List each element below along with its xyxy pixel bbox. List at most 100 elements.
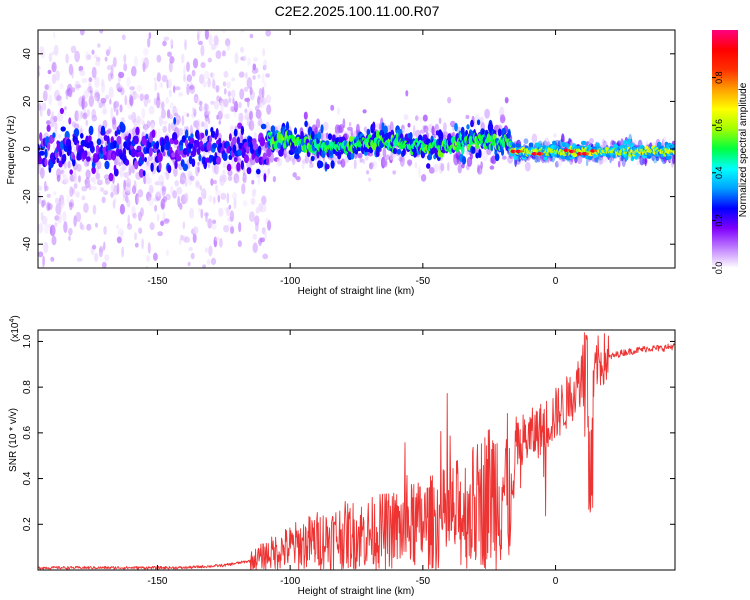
heatmap-cell: [101, 82, 106, 94]
heatmap-cell: [63, 178, 70, 184]
heatmap-cell: [210, 178, 214, 186]
heatmap-cell: [209, 135, 212, 144]
heatmap-cell: [56, 174, 61, 182]
y-tick-label: -40: [22, 237, 33, 252]
heatmap-cell: [157, 152, 163, 163]
heatmap-cell: [148, 196, 154, 206]
heatmap-cell: [126, 223, 133, 230]
heatmap-cell: [129, 86, 135, 91]
heatmap-cell: [161, 74, 168, 83]
heatmap-cell: [54, 221, 58, 228]
heatmap-peak: [515, 149, 522, 154]
snr-y-multiplier-close: ): [10, 315, 21, 318]
heatmap-cell: [141, 56, 145, 68]
heatmap-cell: [255, 109, 262, 119]
heatmap-cell: [168, 9, 173, 18]
heatmap-peak: [593, 149, 598, 153]
heatmap-cell: [330, 104, 335, 111]
heatmap-cell: [174, 86, 181, 91]
heatmap-cell: [39, 150, 45, 156]
heatmap-cell: [55, 197, 59, 204]
heatmap-cell: [62, 211, 67, 223]
heatmap-cell: [225, 207, 230, 217]
heatmap-cell: [260, 203, 267, 213]
heatmap-cell: [46, 120, 51, 126]
heatmap-cell: [262, 253, 269, 260]
heatmap-cell: [165, 170, 170, 180]
heatmap-cell: [598, 156, 604, 165]
heatmap-cell: [126, 199, 131, 208]
heatmap-cell: [96, 138, 102, 146]
heatmap-cell: [210, 43, 217, 51]
y-tick-label: 0.6: [22, 425, 33, 439]
heatmap-cell: [146, 255, 151, 262]
y-tick-label: 0: [22, 146, 33, 152]
heatmap-cell: [464, 150, 469, 157]
heatmap-cell: [371, 160, 378, 170]
heatmap-cell: [244, 108, 248, 114]
heatmap-cell: [210, 130, 216, 138]
heatmap-cell: [291, 156, 296, 163]
heatmap-cell: [184, 236, 191, 243]
heatmap-cell: [227, 175, 233, 182]
heatmap-cell: [97, 179, 103, 184]
heatmap-cell: [240, 160, 244, 171]
heatmap-cell: [252, 12, 255, 22]
heatmap-cell: [311, 162, 314, 168]
heatmap-cell: [173, 85, 176, 94]
heatmap-cell: [228, 204, 232, 210]
heatmap-cell: [470, 119, 474, 128]
heatmap-cell: [465, 114, 470, 120]
heatmap-cell: [173, 107, 179, 114]
heatmap-cell: [285, 121, 290, 132]
heatmap-cell: [65, 53, 69, 64]
heatmap-cell: [113, 168, 119, 177]
heatmap-cell: [534, 142, 541, 147]
heatmap-cell: [53, 31, 56, 39]
heatmap-cell: [57, 99, 63, 107]
heatmap-cell: [116, 236, 122, 244]
heatmap-cell: [385, 154, 391, 160]
heatmap-cell: [252, 63, 257, 71]
heatmap-cell: [587, 155, 593, 160]
heatmap-cell: [565, 142, 569, 148]
heatmap-cell: [197, 40, 203, 46]
heatmap-cell: [231, 136, 237, 145]
heatmap-cell: [184, 129, 189, 139]
heatmap-cell: [337, 106, 341, 116]
heatmap-cell: [128, 114, 133, 120]
heatmap-cell: [553, 133, 557, 138]
heatmap-cell: [181, 135, 187, 143]
heatmap-cell: [135, 93, 140, 99]
heatmap-cell: [113, 197, 117, 204]
heatmap-cell: [179, 144, 184, 152]
heatmap-cell: [251, 189, 256, 198]
heatmap-cell: [104, 178, 111, 185]
heatmap-cell: [392, 170, 397, 175]
heatmap-cell: [266, 147, 272, 158]
heatmap-cell: [206, 141, 212, 152]
heatmap-cell: [103, 241, 106, 251]
heatmap-cell: [406, 159, 413, 166]
heatmap-cell: [58, 134, 61, 139]
y-tick-label: 20: [22, 95, 33, 107]
heatmap-cell: [262, 64, 267, 71]
heatmap-cell: [384, 161, 388, 168]
heatmap-cell: [48, 52, 53, 63]
heatmap-cell: [146, 98, 151, 104]
heatmap-cell: [178, 92, 184, 97]
heatmap-cell: [215, 128, 219, 138]
heatmap-cell: [111, 64, 114, 76]
heatmap-cell: [219, 238, 223, 248]
heatmap-cell: [163, 218, 170, 225]
heatmap-cell: [267, 267, 269, 268]
heatmap-cell: [133, 135, 139, 145]
heatmap-cell: [418, 166, 421, 179]
y-tick-label: 0.4: [22, 471, 33, 485]
heatmap-cell: [368, 162, 374, 170]
heatmap-cell: [478, 148, 482, 159]
heatmap-cell: [137, 189, 144, 198]
heatmap-cell: [39, 46, 44, 54]
heatmap-cell: [63, 221, 68, 234]
